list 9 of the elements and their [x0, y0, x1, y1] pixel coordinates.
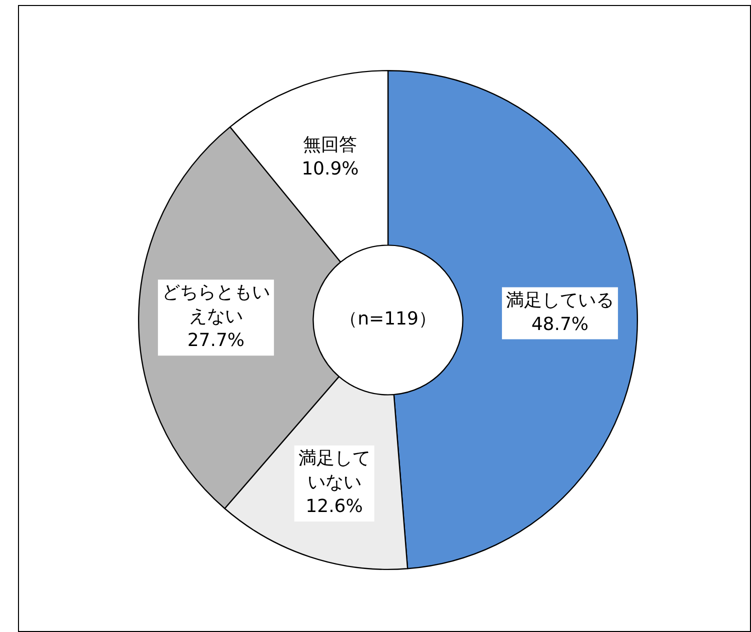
- data-label: 48.7%: [531, 314, 589, 335]
- data-label: 10.9%: [302, 158, 359, 180]
- slice-label: どちらともいえない: [162, 282, 270, 328]
- text: （n=119）: [340, 308, 436, 330]
- slice-label: 満足している: [506, 290, 614, 311]
- slice-label: 満足していない: [298, 448, 370, 494]
- data-label: 12.6%: [306, 496, 363, 518]
- data-label: 27.7%: [187, 330, 245, 352]
- slice-label: 無回答: [303, 134, 358, 156]
